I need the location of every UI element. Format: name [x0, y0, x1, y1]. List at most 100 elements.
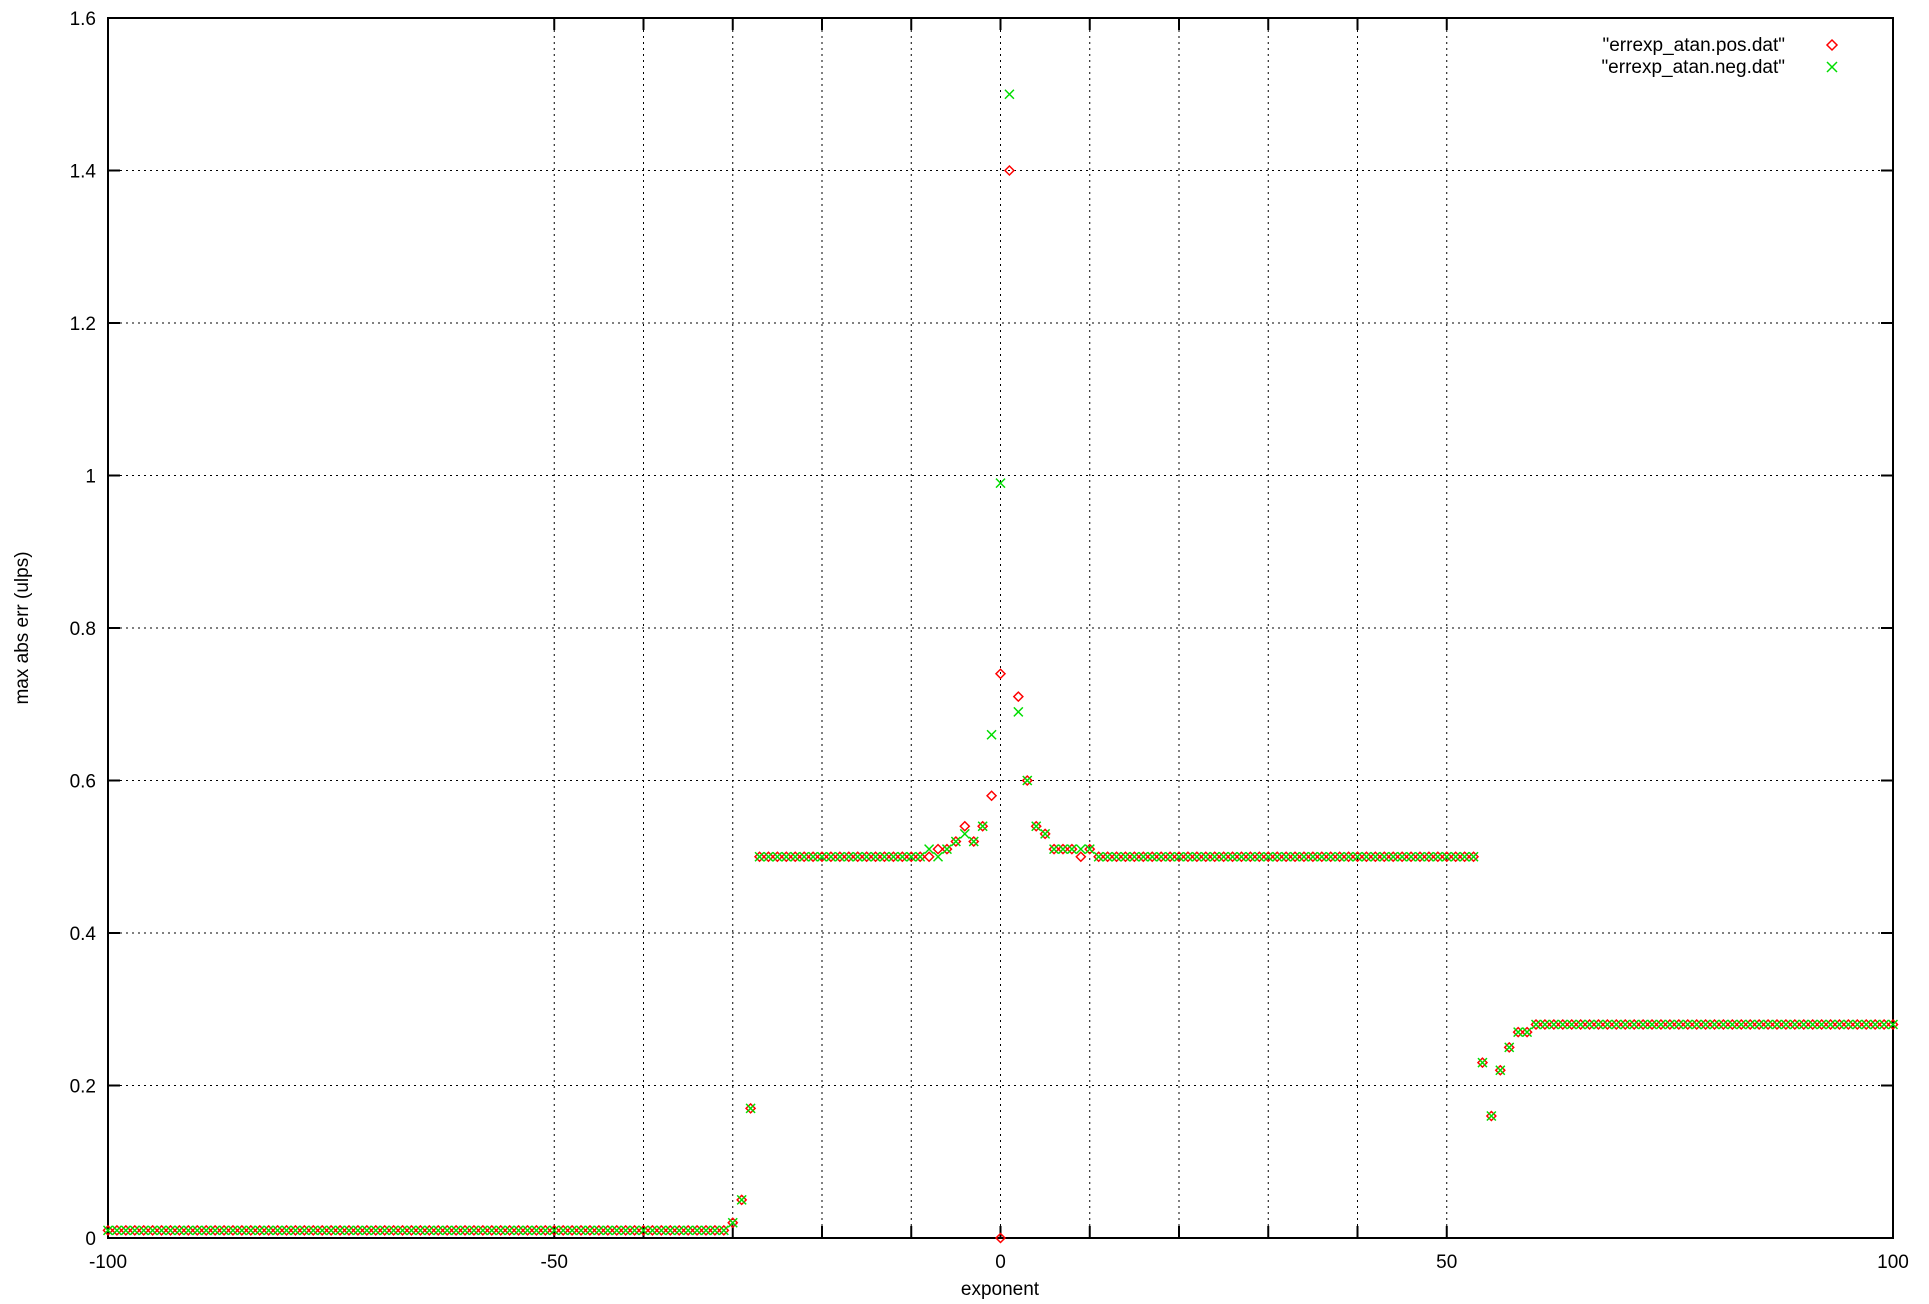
data-point-cross	[1352, 851, 1363, 862]
data-point-cross	[1646, 1019, 1658, 1030]
data-point-diamond	[1173, 851, 1185, 863]
data-point-cross	[192, 1225, 203, 1236]
data-point-cross	[1423, 851, 1434, 862]
data-point-diamond	[1164, 851, 1176, 863]
data-point-diamond	[584, 1224, 596, 1236]
data-point-diamond	[1708, 1018, 1721, 1031]
data-point-diamond	[994, 668, 1007, 680]
data-point-diamond	[718, 1224, 730, 1236]
data-point-cross	[1245, 851, 1256, 862]
data-point-cross	[915, 851, 926, 862]
data-point-cross	[602, 1225, 613, 1236]
data-point-diamond	[1789, 1018, 1801, 1031]
data-point-cross	[1281, 851, 1292, 862]
data-point-diamond	[1548, 1018, 1560, 1031]
data-point-cross	[692, 1225, 703, 1236]
data-point-cross	[111, 1225, 122, 1236]
data-point-diamond	[1592, 1018, 1605, 1031]
data-point-cross	[1227, 851, 1238, 862]
data-point-cross	[1602, 1019, 1613, 1030]
data-point-diamond	[611, 1224, 623, 1236]
data-point-cross	[700, 1225, 712, 1236]
data-point-diamond	[1753, 1018, 1765, 1031]
data-point-diamond	[1298, 851, 1310, 863]
data-point-cross	[379, 1225, 390, 1236]
data-point-diamond	[280, 1224, 293, 1236]
data-point-diamond	[887, 851, 899, 863]
data-point-diamond	[1467, 851, 1480, 863]
data-point-cross	[1807, 1019, 1818, 1030]
data-point-diamond	[1869, 1018, 1881, 1031]
data-point-diamond	[343, 1224, 355, 1236]
data-point-cross	[870, 851, 881, 862]
data-point-diamond	[102, 1224, 114, 1236]
legend-marker-pos	[1825, 38, 1839, 52]
data-point-diamond	[1842, 1018, 1854, 1031]
data-point-cross	[790, 851, 801, 862]
legend-label-pos: "errexp_atan.pos.dat"	[1603, 35, 1786, 56]
data-point-diamond	[646, 1224, 658, 1236]
data-point-cross	[1825, 1019, 1836, 1030]
data-point-cross	[165, 1225, 176, 1236]
data-point-cross	[1611, 1019, 1622, 1030]
x-tick-label: 50	[1436, 1252, 1457, 1273]
data-point-diamond	[914, 851, 926, 863]
data-point-diamond	[129, 1224, 141, 1236]
data-point-cross	[674, 1225, 685, 1236]
data-point-cross	[245, 1225, 256, 1236]
data-point-cross	[1745, 1019, 1756, 1030]
y-tick-label: 0.6	[70, 772, 96, 793]
data-point-diamond	[1824, 1018, 1837, 1031]
data-point-diamond	[1360, 851, 1372, 863]
data-point-diamond	[486, 1224, 498, 1236]
data-point-diamond	[1807, 1018, 1819, 1031]
data-point-diamond	[1878, 1018, 1890, 1031]
data-point-cross	[754, 851, 765, 862]
data-point-diamond	[388, 1224, 400, 1236]
data-point-diamond	[334, 1224, 346, 1236]
data-point-cross	[218, 1225, 230, 1236]
data-point-cross	[1664, 1019, 1675, 1030]
data-point-cross	[308, 1225, 319, 1236]
data-point-diamond	[272, 1224, 284, 1236]
data-point-cross	[1102, 851, 1113, 862]
data-point-cross	[1191, 851, 1202, 862]
data-point-cross	[736, 1194, 747, 1205]
data-point-cross	[995, 478, 1006, 489]
data-point-cross	[317, 1225, 328, 1236]
data-point-diamond	[325, 1224, 337, 1236]
data-point-cross	[1200, 851, 1211, 862]
data-point-diamond	[173, 1224, 185, 1236]
data-point-diamond	[1646, 1018, 1658, 1031]
data-point-diamond	[789, 851, 801, 863]
data-point-cross	[1736, 1019, 1747, 1030]
data-point-diamond	[147, 1224, 159, 1236]
data-point-diamond	[780, 851, 792, 863]
data-point-cross	[138, 1225, 149, 1236]
data-point-diamond	[1700, 1018, 1712, 1031]
data-point-diamond	[932, 843, 944, 855]
data-point-diamond	[1744, 1018, 1756, 1031]
data-point-cross	[1718, 1019, 1729, 1030]
data-point-cross	[1236, 851, 1247, 862]
data-point-cross	[1504, 1042, 1515, 1053]
data-point-diamond	[1539, 1018, 1551, 1031]
data-point-diamond	[1253, 851, 1265, 863]
data-point-diamond	[816, 851, 828, 863]
data-point-diamond	[1566, 1018, 1578, 1031]
data-point-diamond	[1307, 851, 1319, 863]
data-point-cross	[1691, 1019, 1702, 1030]
data-point-cross	[638, 1225, 649, 1236]
data-point-cross	[1075, 844, 1086, 855]
data-point-diamond	[164, 1224, 177, 1236]
data-point-cross	[335, 1225, 346, 1236]
data-point-diamond	[1128, 851, 1140, 863]
data-point-diamond	[1146, 851, 1158, 863]
data-point-diamond	[1771, 1018, 1783, 1031]
x-tick-label: 100	[1877, 1252, 1909, 1273]
data-point-cross	[1093, 851, 1104, 862]
data-point-diamond	[1003, 164, 1015, 177]
data-point-diamond	[905, 851, 917, 863]
data-point-cross	[120, 1225, 131, 1236]
data-point-cross	[343, 1225, 355, 1236]
